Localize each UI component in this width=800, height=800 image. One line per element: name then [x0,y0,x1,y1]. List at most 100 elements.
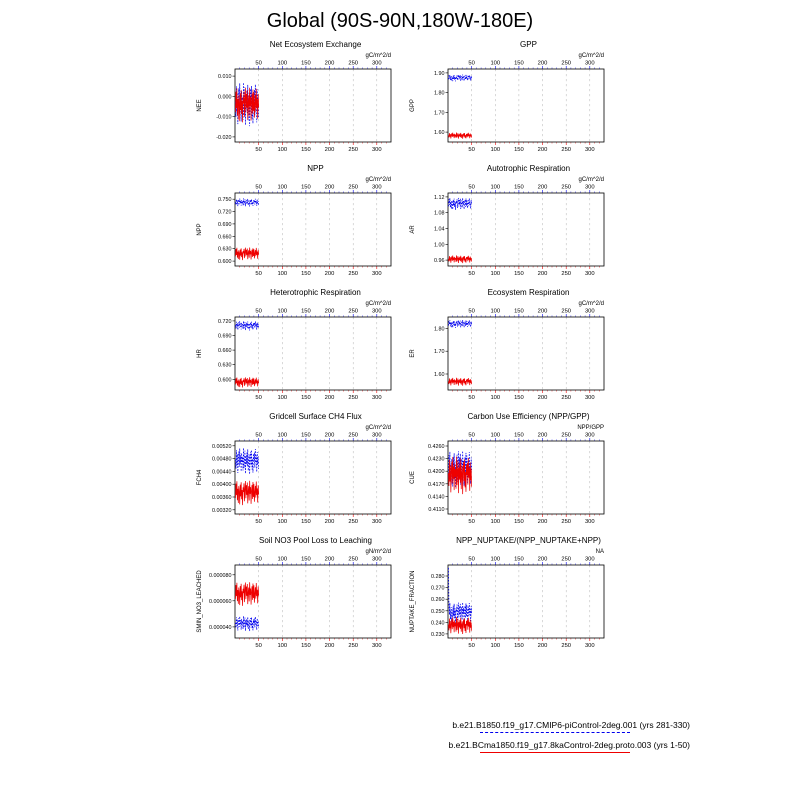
panel-cue: Carbon Use Efficiency (NPP/GPP) NPP/GPP 5… [404,412,609,534]
x-tick-label-top: 50 [468,185,474,191]
x-tick-label-bottom: 300 [585,147,595,153]
x-tick-label-bottom: 150 [301,271,311,277]
y-tick-label: 0.660 [218,348,232,354]
x-tick-label-bottom: 100 [277,643,287,649]
x-tick-label-top: 50 [255,557,261,563]
x-tick-label-top: 200 [538,185,548,191]
x-tick-label-top: 200 [538,557,548,563]
x-tick-label-top: 250 [348,433,358,439]
charts-grid: Net Ecosystem Exchange gC/m^2/d 50 50 100 10… [191,40,609,658]
x-tick-label-top: 100 [277,61,287,67]
y-axis-label: CUE [410,471,416,484]
legend-label-picontrol: b.e21.B1850.f19_g17.CMIP6-piControl-2deg… [452,720,690,730]
y-tick-label: 0.4170 [428,482,445,488]
plot-frame [447,68,605,143]
x-tick-label-bottom: 150 [301,147,311,153]
x-tick-label-bottom: 150 [514,519,524,525]
y-tick-label: 0.4230 [428,457,445,463]
x-tick-label-top: 50 [468,309,474,315]
series-8kacontrol [448,617,473,635]
x-tick-label-bottom: 50 [468,147,474,153]
x-tick-label-top: 100 [490,61,500,67]
y-tick-label: 0.260 [431,597,445,603]
plot-frame [447,564,605,639]
x-tick-label-top: 150 [301,309,311,315]
panel-title-fch4: Gridcell Surface CH4 Flux [269,412,362,421]
unit-label: gC/m^2/d [366,425,392,431]
x-tick-label-top: 100 [490,185,500,191]
y-tick-label: 0.720 [218,319,232,325]
panel-nee: Net Ecosystem Exchange gC/m^2/d 50 50 100 10… [191,40,396,162]
series-picontrol [235,615,260,632]
x-tick-label-bottom: 100 [277,395,287,401]
x-tick-label-top: 250 [348,61,358,67]
x-tick-label-top: 150 [301,185,311,191]
y-tick-label: 0.250 [431,609,445,615]
npp-chart: gC/m^2/d 50 50 100 100 150 150 200 200 250 250 300 3… [197,177,392,277]
gpp-chart: gC/m^2/d 50 50 100 100 150 150 200 200 250 250 300 3… [410,53,605,153]
x-tick-label-top: 300 [585,433,595,439]
panel-title-npp: NPP [307,164,324,173]
x-tick-label-top: 50 [255,61,261,67]
series-8kacontrol [235,247,260,261]
legend-line-picontrol [480,732,630,733]
y-tick-label: 0.750 [218,197,232,203]
panel-nuptake-fraction: NPP_NUPTAKE/(NPP_NUPTAKE+NPP) NA 50 50 100 1… [404,536,609,658]
x-tick-label-bottom: 300 [372,395,382,401]
panel-ar: Autotrophic Respiration gC/m^2/d 50 50 100 1… [404,164,609,286]
plot-frame [447,440,605,515]
x-tick-label-top: 150 [514,185,524,191]
x-tick-label-top: 250 [561,61,571,67]
x-tick-label-bottom: 150 [301,643,311,649]
x-tick-label-bottom: 50 [468,395,474,401]
y-axis-label: AR [410,225,416,234]
x-tick-label-top: 100 [277,309,287,315]
y-tick-label: 1.70 [434,110,445,116]
x-tick-label-top: 150 [301,433,311,439]
x-tick-label-bottom: 200 [325,271,335,277]
plot-frame [234,440,392,515]
legend: b.e21.B1850.f19_g17.CMIP6-piControl-2deg… [449,720,690,760]
x-tick-label-bottom: 100 [490,271,500,277]
x-tick-label-bottom: 100 [490,519,500,525]
x-tick-label-bottom: 250 [348,395,358,401]
panel-no3-leached: Soil NO3 Pool Loss to Leaching gN/m^2/d 5… [191,536,396,658]
y-tick-label: 0.000040 [209,625,231,631]
series-8kacontrol [448,255,473,264]
y-tick-label: 1.08 [434,211,445,217]
x-tick-label-bottom: 200 [325,643,335,649]
x-tick-label-bottom: 200 [538,395,548,401]
x-tick-label-top: 100 [277,557,287,563]
unit-label: NA [596,549,604,555]
y-tick-label: 1.80 [434,91,445,97]
hr-chart: gC/m^2/d 50 50 100 100 150 150 200 200 250 250 300 3… [197,301,392,401]
x-tick-label-bottom: 300 [585,395,595,401]
page-title: Global (90S-90N,180W-180E) [266,10,534,32]
y-tick-label: 1.90 [434,71,445,77]
y-axis-label: NEE [197,99,203,111]
legend-item-picontrol: b.e21.B1850.f19_g17.CMIP6-piControl-2deg… [449,720,690,733]
y-tick-label: 0.630 [218,363,232,369]
x-tick-label-top: 300 [372,61,382,67]
x-tick-label-top: 150 [301,61,311,67]
x-tick-label-top: 50 [468,433,474,439]
y-axis-label: HR [197,349,203,358]
ar-chart: gC/m^2/d 50 50 100 100 150 150 200 200 250 250 300 3… [410,177,605,277]
unit-label: gC/m^2/d [366,53,392,59]
x-tick-label-bottom: 150 [301,519,311,525]
x-tick-label-top: 200 [325,185,335,191]
unit-label: gC/m^2/d [366,177,392,183]
x-tick-label-bottom: 250 [561,395,571,401]
y-tick-label: 0.00440 [212,469,232,475]
y-tick-label: 1.70 [434,349,445,355]
x-tick-label-bottom: 50 [255,271,261,277]
x-tick-label-bottom: 150 [514,147,524,153]
x-tick-label-bottom: 300 [372,643,382,649]
y-tick-label: 0.96 [434,258,445,264]
x-tick-label-bottom: 200 [538,643,548,649]
cue-chart: NPP/GPP 50 50 100 100 150 150 200 200 250 250 300 30… [410,425,605,525]
x-tick-label-bottom: 200 [538,519,548,525]
x-tick-label-top: 50 [255,309,261,315]
x-tick-label-top: 200 [325,433,335,439]
